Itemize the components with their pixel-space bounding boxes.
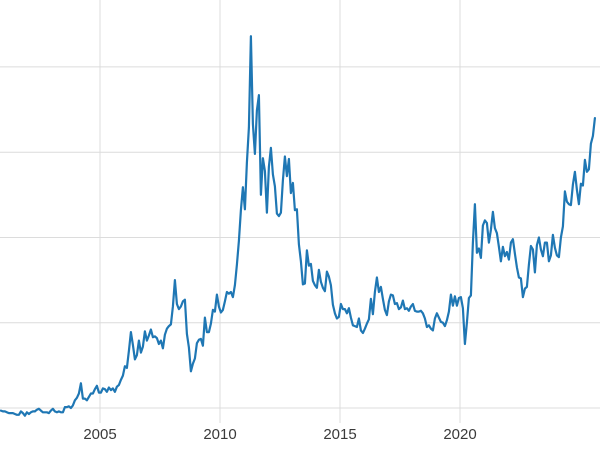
price-series-line <box>0 35 596 417</box>
x-tick-label: 2015 <box>323 426 357 443</box>
plot-area <box>0 0 600 423</box>
x-tick-label: 2005 <box>83 426 117 443</box>
x-tick-label: 2010 <box>203 426 237 443</box>
x-axis: 2005 2010 2015 2020 <box>0 423 600 450</box>
x-tick-label: 2020 <box>443 426 477 443</box>
